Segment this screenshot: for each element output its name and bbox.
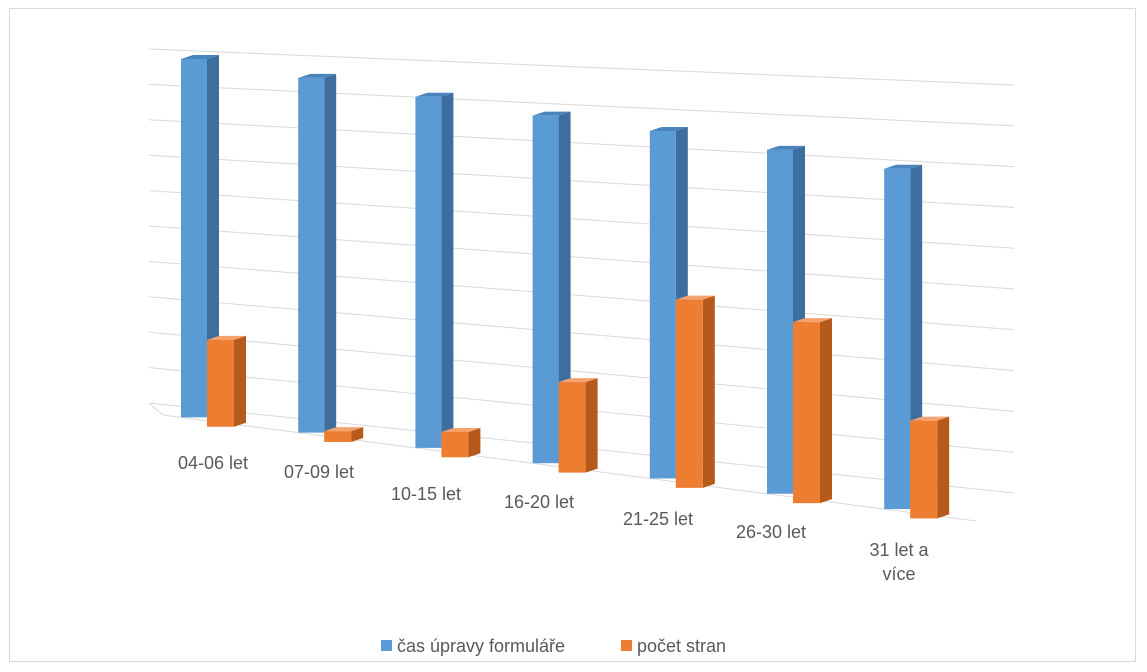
legend: čas úpravy formuláře počet stran (381, 636, 726, 656)
bar-cas-upravy-2 (298, 73, 337, 433)
category-label-line: 26-30 let (736, 522, 806, 542)
bar-front (207, 339, 234, 427)
category-label-line: 16-20 let (504, 492, 574, 512)
bar-front (558, 382, 586, 473)
bar-front (793, 322, 820, 504)
category-label-4: 16-20 let (504, 492, 574, 512)
legend-label-pocet-stran: počet stran (637, 636, 726, 656)
bar-side (558, 111, 571, 464)
category-label-line: 10-15 let (391, 484, 461, 504)
bar-top (558, 378, 598, 383)
gridline (148, 154, 1015, 208)
gridline (148, 83, 1015, 127)
legend-label-cas-upravy: čas úpravy formuláře (397, 636, 565, 656)
bar-front (884, 168, 911, 510)
legend-swatch-cas-upravy (381, 640, 392, 651)
category-label-2: 07-09 let (284, 462, 354, 482)
bar-top (532, 111, 571, 116)
bar-side (468, 427, 481, 458)
category-label-line: 04-06 let (178, 453, 248, 473)
bar-pocet-stran-2 (324, 427, 364, 443)
bar-front (441, 431, 469, 458)
bar-top (415, 92, 454, 97)
bar-top (793, 318, 832, 323)
gridline (148, 225, 1015, 290)
bar-front (675, 299, 703, 488)
bar-top (324, 427, 364, 432)
bar-pocet-stran-5 (675, 295, 715, 488)
bar-cas-upravy-7 (884, 164, 923, 510)
category-label-7: 31 let a více (869, 540, 929, 584)
bar-side (702, 295, 715, 488)
bar-front (649, 130, 676, 479)
bar-side (937, 416, 950, 519)
bar-side (234, 335, 246, 427)
bar-side (324, 73, 337, 433)
bar-front (532, 115, 559, 464)
bar-cas-upravy-1 (181, 54, 219, 418)
bar-top (181, 54, 219, 59)
bar-top (675, 295, 715, 300)
bar-pocet-stran-1 (207, 335, 246, 427)
category-label-line: 21-25 let (623, 509, 693, 529)
bar-top (884, 164, 923, 169)
bar-pocet-stran-3 (441, 427, 481, 458)
category-label-line: 31 let a (869, 540, 929, 560)
gridline (148, 296, 1015, 372)
bar-side (441, 92, 454, 448)
category-label-line: 07-09 let (284, 462, 354, 482)
bar-top (298, 73, 337, 78)
category-labels: 04-06 let 07-09 let 10-15 let 16-20 let 21-2… (178, 453, 930, 584)
chart-area: 04-06 let 07-09 let 10-15 let 16-20 let 21-2… (9, 8, 1136, 662)
category-label-5: 21-25 let (623, 509, 693, 529)
bar-front (910, 420, 938, 519)
bar-side (207, 54, 219, 418)
gridline (148, 190, 1015, 249)
bar-cas-upravy-4 (532, 111, 571, 464)
bar-side (820, 318, 832, 504)
bar-side (351, 427, 364, 443)
bar-pocet-stran-4 (558, 378, 598, 473)
bar-top (441, 427, 481, 432)
gridlines (148, 48, 1015, 522)
category-label-line: více (882, 564, 915, 584)
bar-front (324, 431, 352, 443)
gridline (148, 331, 1015, 412)
bars (181, 54, 950, 519)
bar-pocet-stran-6 (793, 318, 832, 504)
bar-top (910, 416, 950, 421)
bar-side (585, 378, 598, 473)
floor-side-edge (148, 402, 164, 416)
gridline (148, 119, 1015, 168)
bar-front (298, 77, 325, 433)
bar-pocet-stran-7 (910, 416, 950, 519)
bar-top (649, 126, 688, 131)
gridline (148, 48, 1015, 86)
bar-top (767, 145, 805, 150)
bar-top (207, 335, 246, 340)
category-label-6: 26-30 let (736, 522, 806, 542)
bar-front (415, 96, 442, 448)
bar-cas-upravy-3 (415, 92, 454, 448)
category-label-3: 10-15 let (391, 484, 461, 504)
bar-front (767, 149, 793, 494)
gridline (148, 260, 1015, 331)
bar-front (181, 58, 207, 418)
chart-svg: 04-06 let 07-09 let 10-15 let 16-20 let 21-2… (148, 48, 1015, 656)
legend-swatch-pocet-stran (621, 640, 632, 651)
category-label-1: 04-06 let (178, 453, 248, 473)
